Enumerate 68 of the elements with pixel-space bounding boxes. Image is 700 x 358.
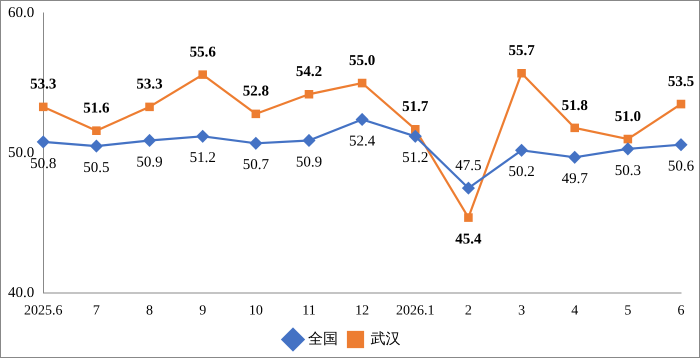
data-label: 51.2	[190, 150, 216, 166]
point	[624, 134, 632, 144]
point	[90, 140, 102, 152]
data-label: 53.3	[30, 76, 56, 93]
point	[674, 138, 688, 151]
point	[198, 70, 207, 79]
x-tick-label: 2026.1	[396, 303, 435, 318]
legend-label: 武汉	[370, 330, 400, 348]
x-tick-label: 4	[571, 303, 578, 318]
data-label: 51.0	[614, 108, 641, 125]
legend-label: 全国	[308, 330, 338, 348]
x-tick-label: 10	[248, 303, 263, 318]
point	[302, 134, 316, 147]
data-label: 55.6	[190, 44, 216, 61]
x-tick-label: 9	[199, 303, 206, 318]
point	[37, 136, 50, 148]
point	[304, 90, 314, 99]
point	[622, 142, 634, 155]
data-label: 47.5	[455, 158, 482, 174]
x-tick-label: 7	[92, 303, 100, 318]
point	[356, 113, 368, 126]
point	[358, 78, 366, 88]
data-label: 50.9	[136, 154, 163, 170]
point	[145, 102, 154, 112]
data-label: 50.6	[668, 158, 695, 175]
x-tick-label: 12	[355, 303, 370, 318]
data-label: 45.4	[455, 231, 482, 248]
data-label: 50.5	[83, 160, 110, 176]
x-tick-label: 2	[464, 303, 472, 318]
y-tick-label: 40.0	[8, 285, 34, 302]
point	[676, 100, 686, 108]
data-label: 52.8	[242, 84, 269, 100]
point	[38, 102, 48, 112]
point	[515, 144, 528, 156]
data-label: 52.4	[349, 133, 376, 150]
data-label: 49.7	[562, 171, 588, 188]
data-label: 50.9	[296, 154, 322, 170]
x-tick-label: 3	[518, 303, 526, 318]
data-label: 51.7	[402, 99, 429, 116]
data-label: 51.2	[402, 150, 428, 166]
x-tick-label: 8	[146, 303, 154, 318]
data-label: 54.2	[296, 64, 322, 80]
point	[517, 68, 526, 78]
data-label: 55.0	[349, 52, 376, 69]
data-label: 50.8	[30, 156, 56, 172]
data-label: 55.7	[508, 43, 536, 60]
point	[462, 182, 475, 194]
point	[196, 130, 209, 142]
point	[143, 134, 156, 147]
data-label: 51.6	[83, 100, 110, 117]
point	[252, 110, 260, 118]
data-label: 50.3	[614, 162, 641, 179]
x-tick-label: 6	[678, 303, 684, 318]
data-label: 50.7	[242, 157, 270, 174]
data-label: 50.2	[508, 164, 535, 180]
point	[570, 124, 579, 132]
y-tick-label: 60.0	[8, 4, 34, 21]
data-label: 53.3	[136, 76, 163, 93]
x-tick-label: 5	[624, 303, 632, 318]
data-label: 53.5	[668, 74, 694, 90]
point	[409, 130, 422, 142]
point	[250, 137, 262, 150]
x-tick-label: 2025.6	[24, 303, 62, 318]
x-tick-label: 11	[302, 303, 316, 318]
point	[92, 126, 101, 135]
point	[464, 213, 473, 222]
point	[568, 151, 581, 164]
data-label: 51.8	[562, 98, 588, 114]
